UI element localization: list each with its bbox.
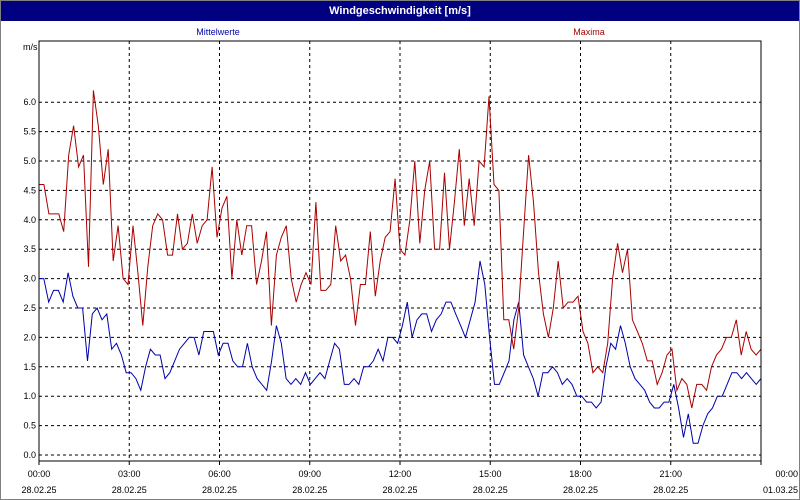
y-tick-label: 0.5 — [23, 421, 36, 431]
legend-maxima: Maxima — [573, 27, 605, 37]
y-tick-label: 0.0 — [23, 450, 36, 460]
y-tick-label: 1.0 — [23, 391, 36, 401]
x-tick-time-label: 06:00 — [208, 469, 231, 479]
grid — [39, 41, 761, 461]
y-axis-unit-label: m/s — [23, 42, 38, 52]
x-tick-date-label: 28.02.25 — [653, 485, 688, 495]
x-tick-date-label: 01.03.25 — [763, 485, 798, 495]
x-tick-time-label: 18:00 — [569, 469, 592, 479]
x-tick-date-label: 28.02.25 — [382, 485, 417, 495]
x-tick-time-label: 21:00 — [659, 469, 682, 479]
series-line-maxima — [39, 90, 762, 409]
y-tick-label: 6.0 — [23, 97, 36, 107]
axis-ticks: 0.0 0.5 1.0 1.5 2.0 2.5 3.0 3.5 4.0 4.5 5.0 5.5 6.0 0… — [21, 97, 798, 495]
series — [39, 90, 762, 444]
x-tick-date-label: 28.02.25 — [292, 485, 327, 495]
y-tick-label: 4.0 — [23, 215, 36, 225]
x-tick-date-label: 28.02.25 — [563, 485, 598, 495]
x-tick-date-label: 28.02.25 — [202, 485, 237, 495]
x-tick-date-label: 28.02.25 — [21, 485, 56, 495]
y-tick-label: 3.0 — [23, 274, 36, 284]
y-tick-label: 1.5 — [23, 362, 36, 372]
series-line-mittelwerte — [39, 260, 762, 444]
y-tick-label: 4.5 — [23, 185, 36, 195]
y-tick-label: 2.5 — [23, 303, 36, 313]
x-tick-date-label: 28.02.25 — [473, 485, 508, 495]
y-tick-label: 5.0 — [23, 156, 36, 166]
legend-mittelwerte: Mittelwerte — [196, 27, 240, 37]
x-tick-time-label: 15:00 — [479, 469, 502, 479]
x-tick-time-label: 12:00 — [389, 469, 412, 479]
y-tick-label: 5.5 — [23, 127, 36, 137]
x-tick-time-label: 03:00 — [118, 469, 141, 479]
plot-frame — [38, 40, 762, 462]
y-tick-label: 3.5 — [23, 244, 36, 254]
x-tick-date-label: 28.02.25 — [112, 485, 147, 495]
y-tick-label: 2.0 — [23, 332, 36, 342]
chart-title: Windgeschwindigkeit [m/s] — [1, 1, 799, 21]
x-tick-time-label: 00:00 — [28, 469, 51, 479]
x-tick-time-label: 00:00 — [775, 469, 798, 479]
x-tick-time-label: 09:00 — [298, 469, 321, 479]
